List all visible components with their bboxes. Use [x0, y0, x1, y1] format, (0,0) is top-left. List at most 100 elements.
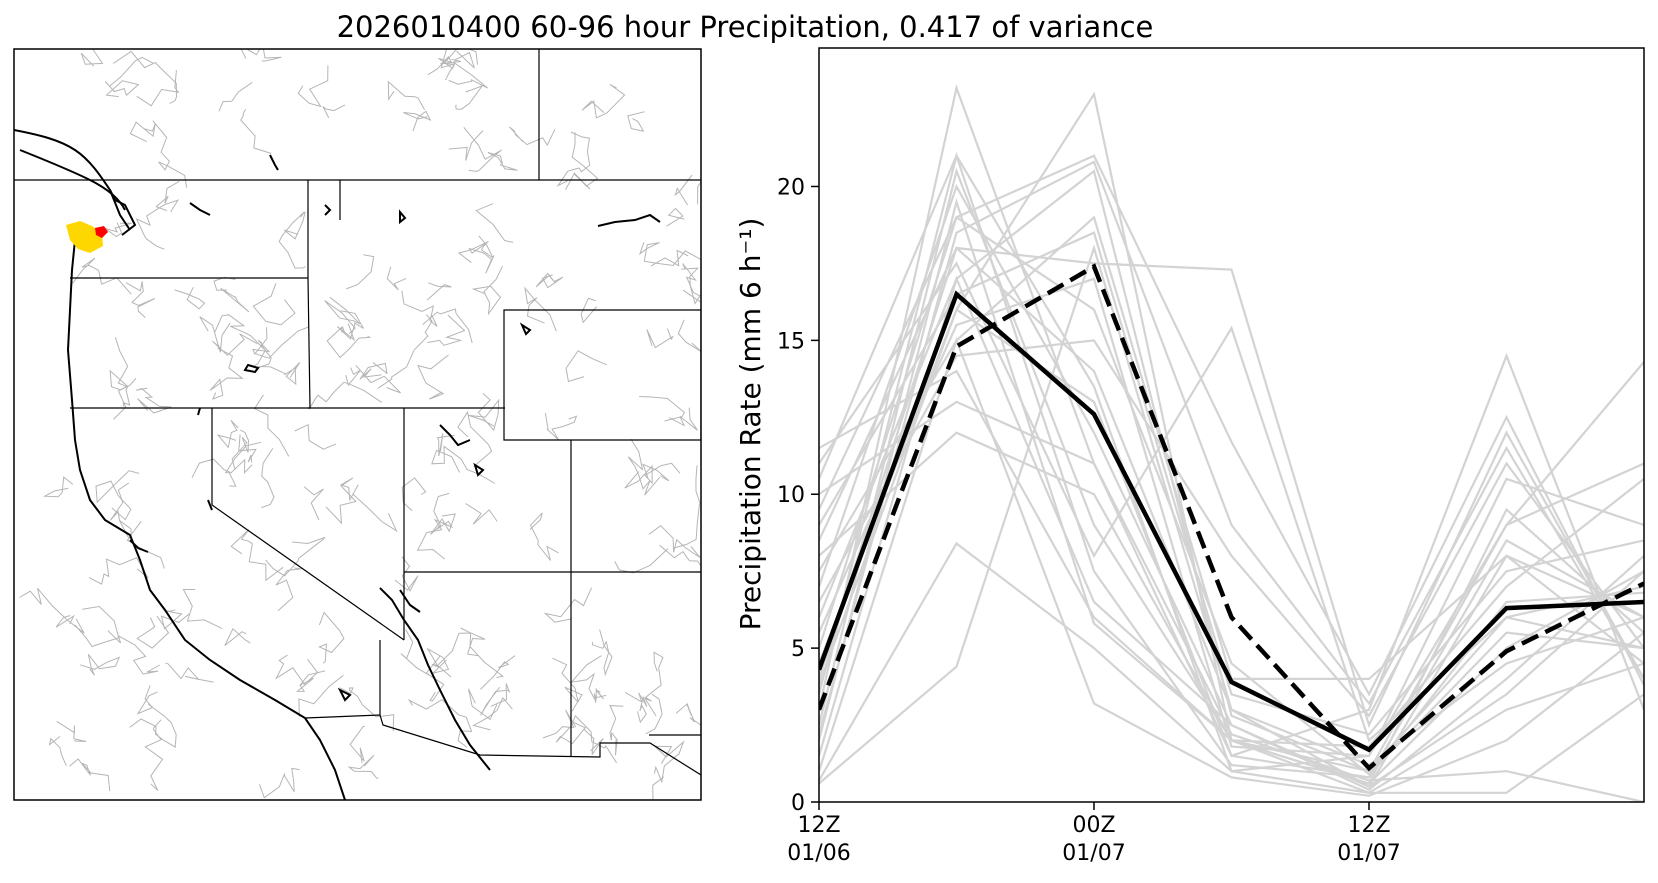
- basin-line: [377, 314, 433, 389]
- basin-line: [355, 365, 401, 394]
- basin-line: [318, 611, 345, 664]
- basin-line: [624, 462, 681, 489]
- basin-line: [480, 655, 516, 690]
- basin-line: [697, 181, 701, 205]
- basin-line: [487, 152, 518, 171]
- basin-line: [543, 587, 593, 623]
- basin-line: [565, 132, 599, 191]
- basin-line: [581, 83, 626, 119]
- basin-line: [155, 180, 180, 212]
- basin-line: [112, 50, 178, 104]
- basin-line: [468, 393, 500, 432]
- basin-line: [165, 662, 214, 683]
- basin-line: [125, 281, 156, 318]
- basin-line: [427, 50, 475, 76]
- basin-line: [136, 615, 170, 649]
- basin-map: [13, 48, 702, 801]
- basin-line: [407, 698, 473, 748]
- basin-line: [430, 492, 456, 535]
- y-tick-label: 10: [777, 483, 805, 508]
- basin-line: [627, 438, 661, 496]
- basin-line: [275, 654, 319, 685]
- x-tick-label-time: 00Z: [1072, 813, 1115, 838]
- basin-line: [352, 493, 398, 533]
- basin-line: [296, 670, 326, 692]
- precipitation-chart: Precipitation Rate (mm 6 h⁻¹) 0 5 10 15 20 12…: [734, 47, 1645, 866]
- y-tick-label: 15: [777, 329, 805, 354]
- lakes: [189, 154, 661, 702]
- x-tick-label-date: 01/06: [787, 841, 850, 866]
- basin-line: [580, 297, 598, 324]
- ensemble-member-line: [819, 400, 1644, 802]
- basin-line: [224, 441, 262, 487]
- basin-line: [650, 249, 689, 267]
- basin-line: [209, 347, 244, 400]
- figure-title: 2026010400 60-96 hour Precipitation, 0.4…: [337, 10, 1154, 44]
- basin-line: [417, 354, 449, 400]
- basin-line: [283, 211, 306, 240]
- basin-line: [455, 84, 484, 110]
- basin-line: [677, 319, 701, 353]
- watershed-boundaries: [19, 49, 701, 800]
- y-tick-label: 20: [777, 175, 805, 200]
- basin-line: [265, 536, 326, 577]
- basin-line: [253, 394, 290, 457]
- basin-line: [570, 655, 602, 700]
- precipitation-highlight: [66, 221, 108, 253]
- basin-line: [308, 381, 382, 410]
- basin-line: [230, 529, 284, 582]
- basin-line: [42, 476, 74, 498]
- basin-line: [427, 314, 466, 346]
- ensemble-member-line: [819, 261, 1644, 743]
- basin-line: [253, 326, 309, 359]
- basin-line: [346, 254, 375, 290]
- basin-line: [535, 272, 564, 289]
- basin-line: [278, 211, 306, 269]
- ensemble-member-line: [819, 246, 1644, 767]
- basin-line: [669, 407, 699, 431]
- basin-line: [238, 434, 257, 463]
- basin-line: [324, 296, 361, 334]
- basin-line: [457, 410, 493, 467]
- basin-line: [19, 587, 85, 634]
- coastline: [14, 129, 491, 800]
- basin-line: [283, 361, 301, 386]
- basin-line: [349, 726, 365, 763]
- basin-line: [400, 629, 429, 676]
- ensemble-member-line: [819, 215, 1644, 776]
- basin-line: [509, 126, 556, 147]
- basin-line: [583, 728, 604, 755]
- basin-line: [224, 627, 251, 646]
- basin-line: [591, 629, 613, 677]
- basin-line: [460, 627, 504, 678]
- basin-line: [645, 693, 663, 735]
- basin-line: [648, 525, 701, 559]
- basin-line: [529, 512, 559, 561]
- basin-line: [48, 736, 67, 766]
- basin-line: [80, 49, 104, 67]
- basin-line: [325, 477, 359, 525]
- basin-line: [401, 477, 427, 512]
- basin-line: [416, 518, 454, 560]
- state-borders: [14, 49, 701, 776]
- basin-line: [240, 108, 272, 154]
- basin-line: [425, 655, 445, 702]
- basin-line: [431, 632, 486, 668]
- basin-line: [55, 614, 75, 628]
- basin-line: [614, 548, 669, 574]
- x-tick-label-date: 01/07: [1337, 841, 1400, 866]
- basin-line: [119, 520, 165, 569]
- ensemble-member-line: [819, 153, 1644, 773]
- basin-line: [191, 458, 253, 478]
- x-tick-label-time: 12Z: [797, 813, 840, 838]
- basin-line: [129, 121, 156, 143]
- basin-line: [72, 257, 132, 295]
- basin-line: [95, 470, 140, 521]
- basin-line: [212, 333, 258, 356]
- basin-line: [199, 316, 231, 353]
- basin-line: [339, 687, 395, 732]
- basin-line: [552, 657, 583, 712]
- basin-line: [609, 705, 624, 756]
- plot-frame: [818, 47, 1645, 803]
- basin-line: [639, 396, 686, 422]
